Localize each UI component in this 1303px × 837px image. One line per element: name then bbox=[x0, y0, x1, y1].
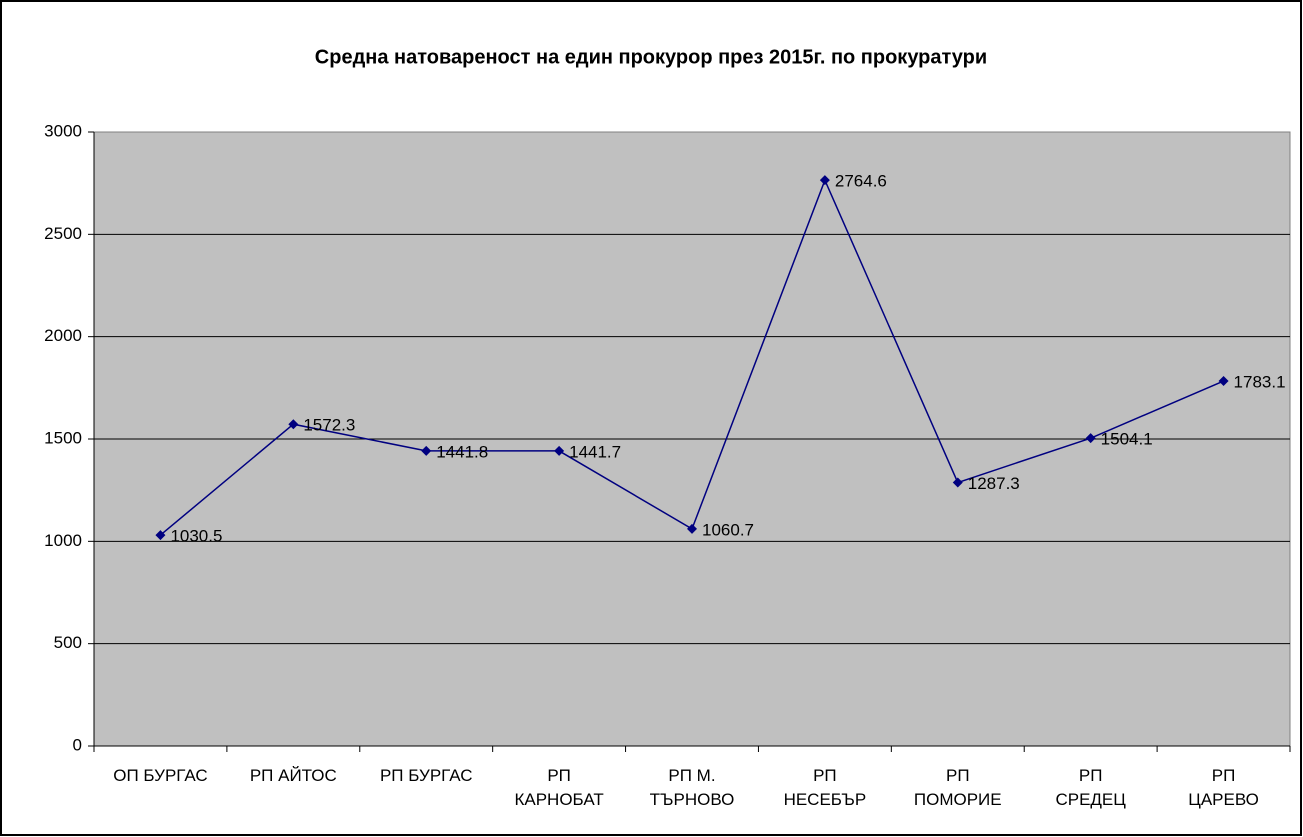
marker bbox=[819, 175, 830, 186]
y-tick-label: 2000 bbox=[44, 326, 82, 345]
marker bbox=[952, 477, 963, 488]
x-tick-label: РП СРЕДЕЦ bbox=[1055, 766, 1126, 809]
chart-title: Средна натовареност на един прокурор пре… bbox=[315, 46, 987, 68]
y-tick-label: 1500 bbox=[44, 428, 82, 447]
data-label: 2764.6 bbox=[835, 172, 887, 191]
x-tick-label: РП ЦАРЕВО bbox=[1188, 766, 1259, 809]
marker bbox=[1085, 433, 1096, 444]
x-tick-label: РП ПОМОРИЕ bbox=[913, 766, 1002, 809]
x-tick-label: РП АЙТОС bbox=[249, 766, 337, 785]
x-tick-label: РП М. ТЪРНОВО bbox=[649, 766, 735, 809]
data-label: 1030.5 bbox=[170, 527, 222, 546]
data-label: 1504.1 bbox=[1101, 430, 1153, 449]
y-tick-label: 3000 bbox=[44, 121, 82, 140]
x-tick-label: ОП БУРГАС bbox=[113, 766, 208, 785]
data-label: 1060.7 bbox=[702, 520, 754, 539]
data-label: 1783.1 bbox=[1234, 373, 1286, 392]
y-tick-label: 2500 bbox=[44, 224, 82, 243]
y-tick-label: 0 bbox=[73, 735, 82, 754]
x-tick-label: РП НЕСЕБЪР bbox=[783, 766, 867, 809]
y-tick-label: 500 bbox=[54, 633, 82, 652]
marker bbox=[288, 419, 299, 430]
data-label: 1441.8 bbox=[436, 442, 488, 461]
data-label: 1441.7 bbox=[569, 442, 621, 461]
data-label: 1287.3 bbox=[968, 474, 1020, 493]
marker bbox=[155, 530, 166, 541]
marker bbox=[421, 445, 432, 456]
x-tick-label: РП КАРНОБАТ bbox=[514, 766, 604, 809]
marker bbox=[687, 523, 697, 534]
y-tick-label: 1000 bbox=[44, 531, 82, 550]
marker bbox=[1218, 376, 1229, 387]
data-label: 1572.3 bbox=[303, 416, 355, 435]
marker bbox=[554, 445, 565, 456]
x-tick-label: РП БУРГАС bbox=[379, 766, 473, 785]
